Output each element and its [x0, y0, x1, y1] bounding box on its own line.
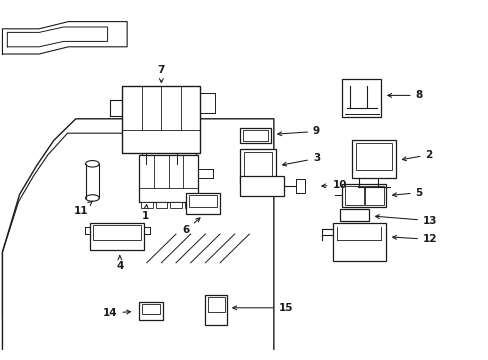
Bar [351, 140, 395, 178]
Bar [365, 186, 383, 205]
Text: 7: 7 [157, 65, 165, 82]
Text: 5: 5 [392, 188, 422, 198]
Text: 12: 12 [392, 234, 437, 244]
Bar [239, 176, 283, 196]
Text: 8: 8 [387, 90, 422, 100]
Bar [355, 143, 391, 170]
Bar [122, 86, 200, 153]
Bar [342, 79, 381, 117]
Text: 9: 9 [277, 126, 320, 136]
Text: 11: 11 [73, 201, 92, 216]
Bar [207, 297, 224, 312]
Bar [188, 195, 217, 207]
Bar [243, 152, 272, 176]
Bar [93, 225, 141, 240]
Bar [139, 155, 198, 202]
Bar [339, 209, 368, 221]
Text: 15: 15 [232, 303, 293, 313]
Bar [90, 223, 144, 250]
Bar [239, 149, 276, 184]
Bar [295, 179, 304, 193]
Bar [142, 304, 160, 314]
Bar [184, 202, 196, 208]
Bar [170, 202, 182, 208]
Text: 6: 6 [182, 218, 200, 235]
Bar [139, 302, 163, 320]
Bar [155, 202, 167, 208]
Text: 2: 2 [402, 150, 432, 161]
Bar [185, 193, 220, 214]
Bar [242, 130, 268, 141]
Text: 14: 14 [102, 308, 130, 318]
Bar [342, 184, 386, 207]
Bar [332, 223, 386, 261]
Bar [239, 128, 271, 143]
Bar [141, 202, 152, 208]
Text: 13: 13 [375, 215, 437, 226]
Bar [205, 295, 227, 325]
Text: 1: 1 [142, 204, 149, 221]
Text: 10: 10 [321, 180, 346, 190]
Text: 3: 3 [282, 153, 320, 166]
Bar [345, 186, 363, 205]
Text: 4: 4 [116, 256, 123, 271]
